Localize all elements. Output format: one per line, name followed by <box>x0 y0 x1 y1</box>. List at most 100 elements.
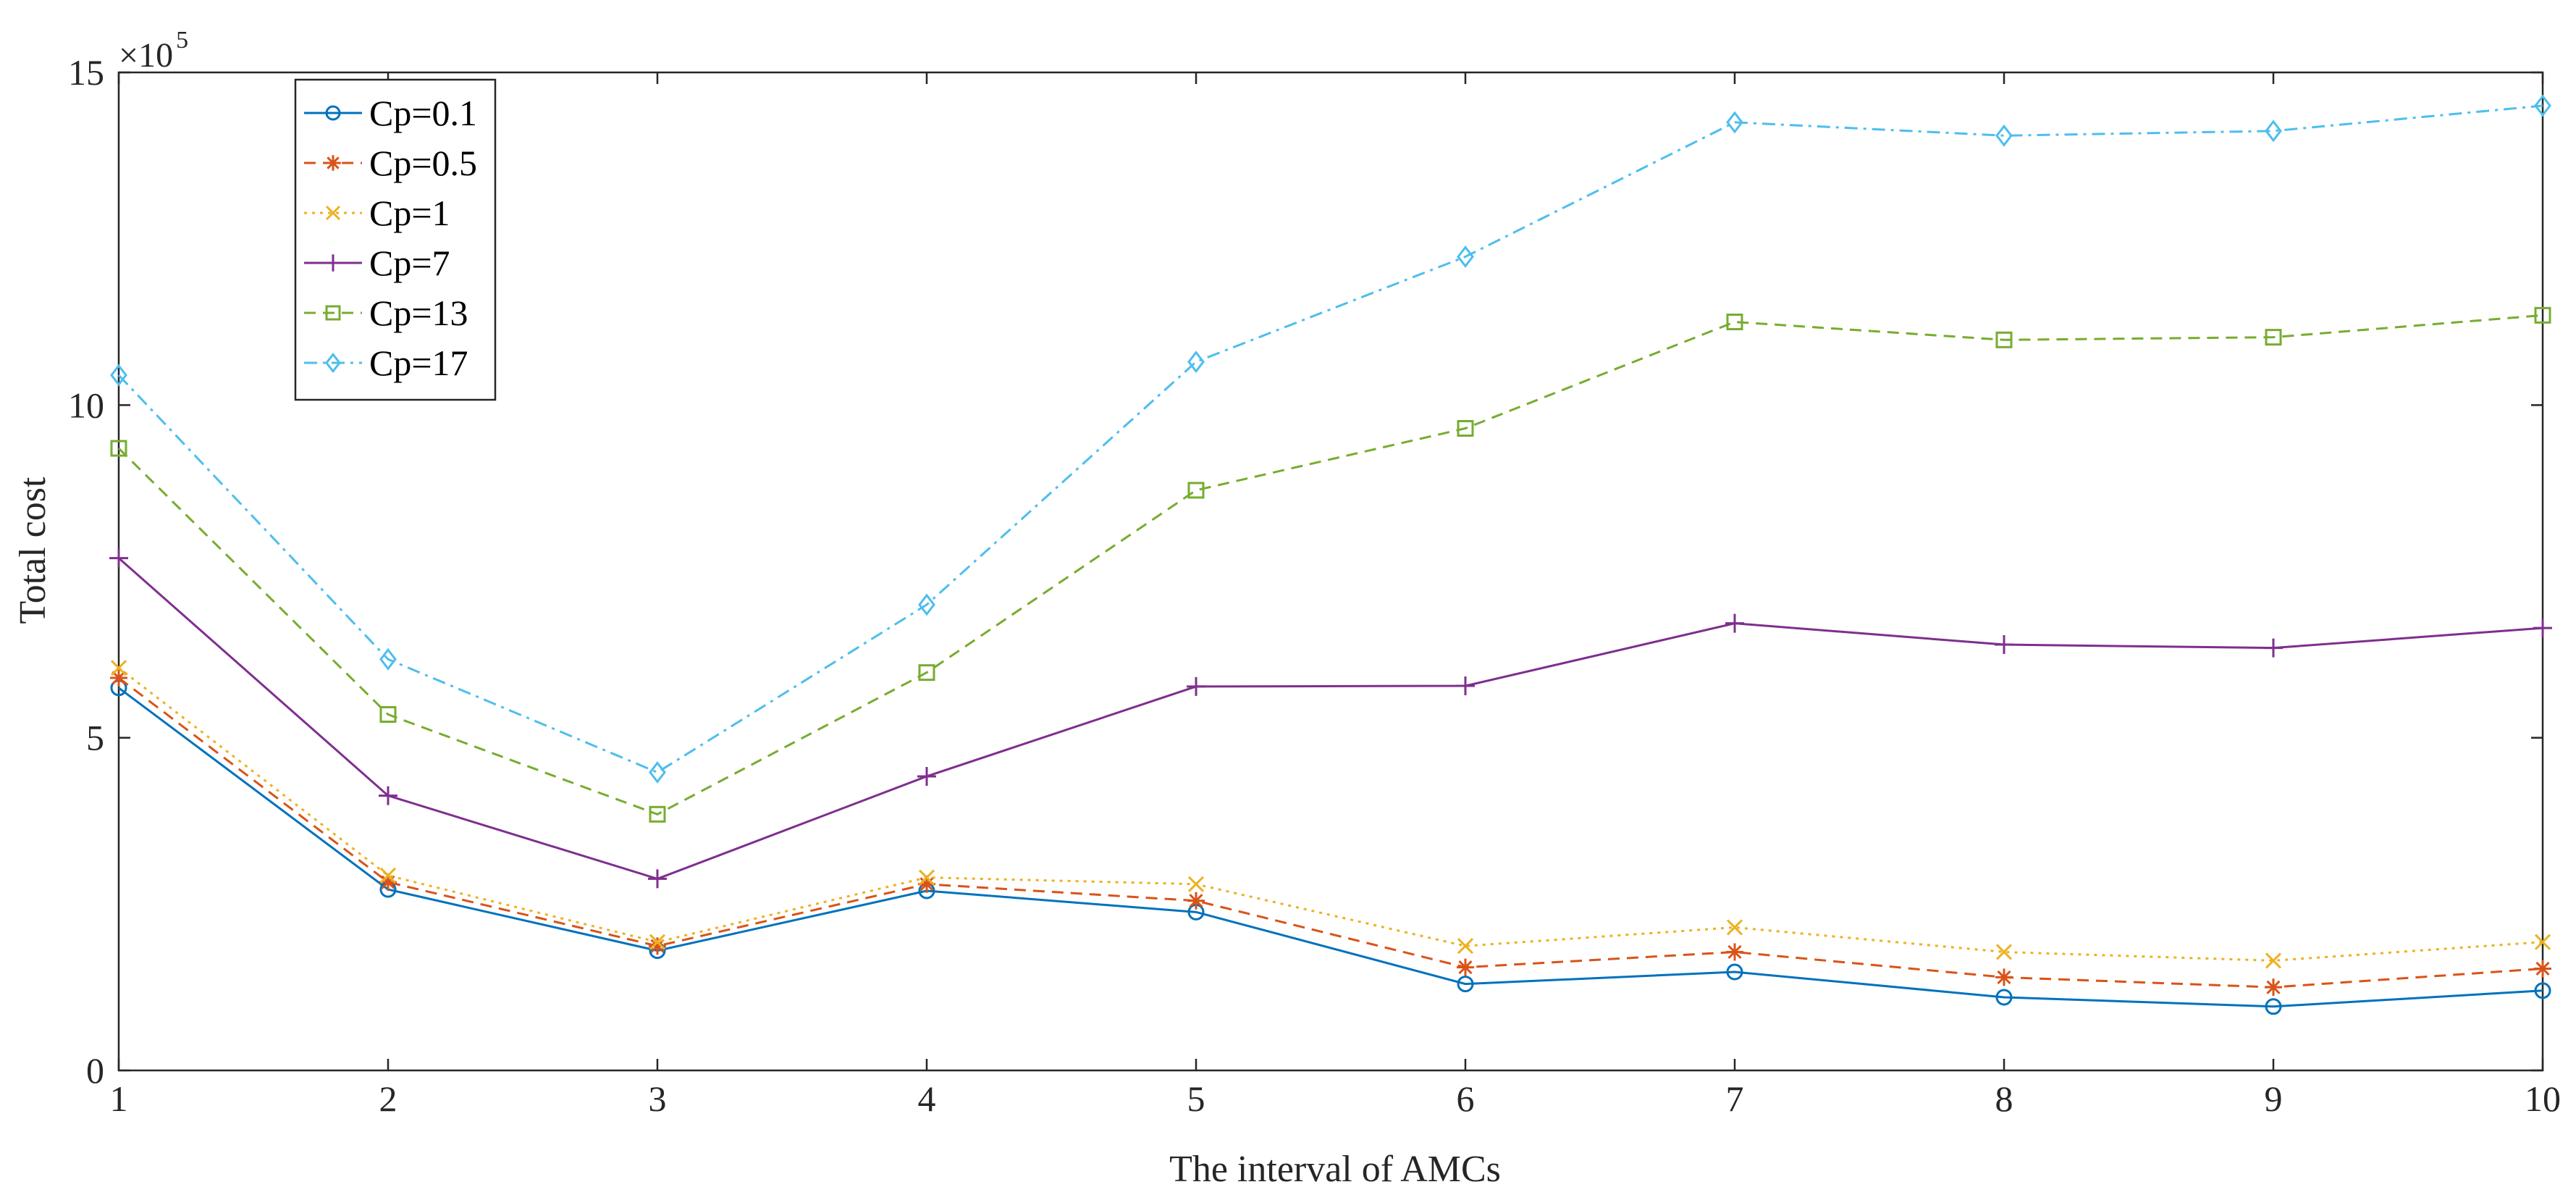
data-point <box>1457 419 1474 437</box>
data-point <box>2265 998 2282 1015</box>
data-point <box>918 875 935 893</box>
data-point <box>649 934 666 950</box>
data-point <box>917 766 936 786</box>
data-point <box>649 760 666 784</box>
data-point <box>2265 952 2282 969</box>
data-point <box>2534 960 2551 978</box>
data-point <box>325 352 341 374</box>
data-point <box>1457 938 1474 955</box>
data-point <box>1726 314 1743 330</box>
data-point <box>379 867 397 884</box>
x-tick-label: 2 <box>379 1078 397 1119</box>
legend-item: Cp=13 <box>304 293 468 333</box>
data-point <box>110 660 127 676</box>
series-line <box>118 557 2543 881</box>
legend-label: Cp=13 <box>369 293 468 333</box>
legend-item: Cp=0.1 <box>304 93 477 133</box>
y-axis-title: Total cost <box>12 477 54 624</box>
legend: Cp=0.1 Cp=0.5 Cp=1 Cp=7 Cp=13 Cp=17 <box>294 78 497 401</box>
x-tick-label: 6 <box>1457 1078 1475 1119</box>
legend-item: Cp=17 <box>304 343 468 383</box>
series-cp-0-1 <box>110 679 2551 1015</box>
series-cp-17 <box>110 94 2551 784</box>
data-point <box>1725 613 1744 633</box>
series-line <box>118 687 2543 1008</box>
data-point <box>1726 919 1743 936</box>
series-cp-13 <box>110 306 2551 823</box>
y-scale-base: ×10 <box>119 36 173 75</box>
data-point <box>2533 619 2552 638</box>
y-scale-exponent: 5 <box>176 27 188 54</box>
legend-label: Cp=7 <box>369 243 450 283</box>
legend-box <box>294 78 497 401</box>
data-point <box>1187 482 1205 499</box>
data-point <box>1995 331 2013 348</box>
data-point <box>2534 934 2551 950</box>
x-tick-label: 5 <box>1187 1078 1205 1119</box>
data-point <box>324 254 342 272</box>
data-point <box>2265 978 2282 997</box>
x-tick-label: 9 <box>2265 1078 2283 1119</box>
data-point <box>379 786 397 805</box>
data-point <box>918 869 935 886</box>
data-point <box>325 305 341 321</box>
data-point <box>1726 111 1743 134</box>
data-point <box>1726 963 1743 981</box>
x-tick-label: 10 <box>2525 1078 2561 1119</box>
plot-frame <box>117 71 2544 1072</box>
data-point <box>1995 635 2013 655</box>
data-point <box>110 440 127 457</box>
data-point <box>648 869 667 889</box>
legend-label: Cp=17 <box>369 343 468 383</box>
x-tick-label: 4 <box>918 1078 936 1119</box>
data-point <box>1457 958 1474 976</box>
data-point <box>1457 976 1474 993</box>
legend-item: Cp=0.5 <box>304 143 477 183</box>
data-point <box>379 873 397 892</box>
data-point <box>1187 676 1205 696</box>
legend-item: Cp=1 <box>304 193 450 233</box>
data-point <box>1995 124 2013 147</box>
data-point <box>379 706 397 724</box>
data-point <box>2264 638 2283 658</box>
series-cp-1 <box>110 660 2551 969</box>
data-point <box>1456 676 1475 696</box>
data-point <box>2265 120 2282 143</box>
data-point <box>2265 329 2282 346</box>
data-point <box>1187 892 1205 910</box>
series-cp-7 <box>109 548 2552 889</box>
series-line <box>118 676 2543 989</box>
data-point <box>918 664 935 682</box>
data-point <box>918 593 935 616</box>
data-point <box>649 805 666 823</box>
axes: 1 2 3 4 5 6 7 8 9 10 0 5 10 15 <box>68 52 2561 1119</box>
data-point <box>325 205 341 221</box>
data-point <box>2534 94 2551 117</box>
x-tick-label: 3 <box>649 1078 667 1119</box>
data-point <box>1457 246 1474 268</box>
series-line <box>117 314 2543 815</box>
x-tick-label: 8 <box>1995 1078 2013 1119</box>
data-point <box>379 647 397 671</box>
y-tick-label: 15 <box>68 52 104 93</box>
data-point <box>1726 943 1743 961</box>
data-point <box>1995 968 2013 986</box>
data-point <box>1995 989 2013 1006</box>
data-point <box>2534 306 2551 324</box>
y-tick-label: 5 <box>86 718 104 758</box>
data-point <box>2534 982 2551 999</box>
series-line <box>117 104 2543 774</box>
legend-item: Cp=7 <box>304 243 450 283</box>
legend-label: Cp=0.5 <box>369 143 477 183</box>
legend-label: Cp=1 <box>369 193 450 233</box>
y-tick-label: 10 <box>68 385 104 425</box>
data-point <box>325 155 341 171</box>
y-axis-scale-factor: ×10 5 <box>119 27 188 75</box>
data-point <box>110 668 127 687</box>
data-point <box>1995 944 2013 960</box>
x-axis-title: The interval of AMCs <box>1169 1149 1501 1190</box>
legend-label: Cp=0.1 <box>369 93 477 133</box>
plot-series <box>109 94 2552 1015</box>
data-point <box>649 937 666 955</box>
